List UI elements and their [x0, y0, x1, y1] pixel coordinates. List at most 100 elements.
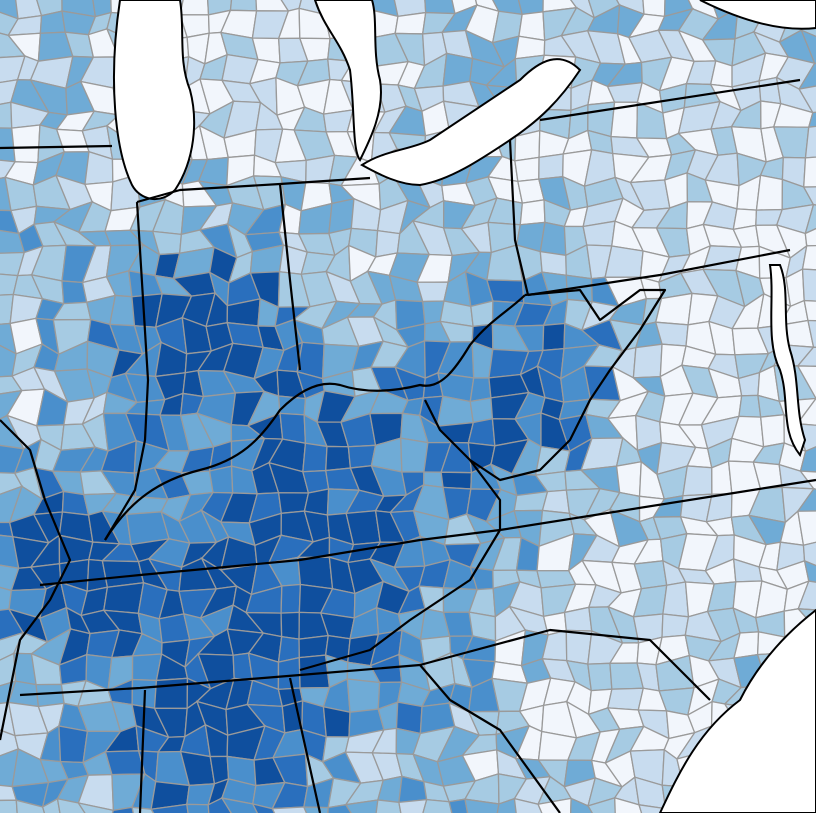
border-pa-md: [527, 248, 791, 297]
county: [807, 319, 816, 349]
county: [801, 244, 816, 271]
county: [661, 613, 690, 638]
border-mi-in-oh: [0, 144, 371, 204]
county: [804, 227, 816, 247]
county: [607, 687, 645, 711]
county: [662, 581, 690, 618]
county: [280, 611, 300, 640]
county: [398, 798, 428, 813]
chesapeake-bay: [768, 264, 807, 458]
county: [539, 221, 567, 257]
county: [302, 442, 328, 473]
county: [375, 799, 402, 813]
county: [604, 245, 644, 278]
border-pa-ny: [539, 78, 801, 122]
county: [682, 465, 713, 497]
border-ky-va: [469, 459, 502, 530]
county: [150, 803, 189, 813]
county: [103, 581, 145, 615]
county: [207, 797, 232, 813]
county: [801, 268, 816, 302]
county: [797, 580, 816, 611]
county: [15, 799, 46, 813]
county: [271, 806, 308, 813]
county: [440, 471, 473, 490]
county: [77, 802, 115, 813]
county: [803, 156, 816, 188]
county: [797, 62, 816, 90]
border-in-oh: [278, 183, 302, 371]
county: [153, 677, 189, 710]
county: [186, 803, 210, 813]
county: [796, 365, 816, 400]
lake-huron: [313, 0, 382, 162]
county: [802, 541, 816, 567]
county: [111, 806, 134, 813]
lake-erie: [360, 58, 582, 187]
county: [702, 245, 743, 272]
county: [400, 437, 429, 473]
county: [804, 125, 816, 159]
county: [280, 583, 302, 614]
lake-michigan: [113, 0, 196, 200]
border-il-in: [104, 201, 150, 541]
county: [416, 281, 449, 303]
county: [302, 806, 329, 813]
county: [632, 343, 663, 379]
county: [587, 662, 613, 692]
county: [802, 186, 816, 206]
county: [41, 797, 61, 813]
county: [615, 461, 642, 498]
county: [448, 798, 469, 813]
county: [220, 797, 259, 813]
county: [35, 683, 65, 708]
county: [298, 654, 331, 689]
county: [803, 559, 816, 583]
county: [796, 397, 816, 426]
county: [614, 796, 643, 813]
border-mississippi: [0, 419, 72, 741]
county: [394, 11, 427, 35]
border-oh-pa: [508, 139, 530, 296]
county: [496, 797, 517, 813]
county: [638, 804, 668, 813]
county: [208, 465, 234, 494]
county: [0, 799, 18, 813]
county: [327, 803, 352, 813]
county: [513, 797, 543, 813]
county: [58, 725, 89, 764]
county: [541, 489, 571, 515]
county: [325, 445, 352, 472]
water: [113, 0, 816, 813]
county: [518, 11, 546, 42]
county: [519, 199, 546, 226]
county: [179, 0, 210, 16]
county: [346, 678, 381, 714]
county: [0, 101, 13, 129]
county: [298, 634, 330, 659]
county: [11, 124, 41, 164]
county: [251, 802, 276, 813]
border-ky-tn: [39, 478, 816, 587]
county: [322, 705, 351, 738]
county: [759, 414, 785, 448]
county: [796, 488, 816, 512]
county: [538, 153, 564, 180]
county: [229, 0, 258, 12]
county: [131, 806, 155, 813]
county: [798, 85, 816, 114]
county: [464, 798, 500, 813]
county: [436, 395, 475, 427]
county: [755, 174, 784, 211]
county: [804, 203, 816, 235]
county: [56, 797, 86, 813]
county: [803, 299, 816, 322]
county: [277, 656, 301, 691]
border-tn-nc: [299, 529, 501, 672]
county: [422, 798, 453, 813]
county: [344, 799, 379, 813]
atlantic-ocean: [658, 608, 816, 813]
